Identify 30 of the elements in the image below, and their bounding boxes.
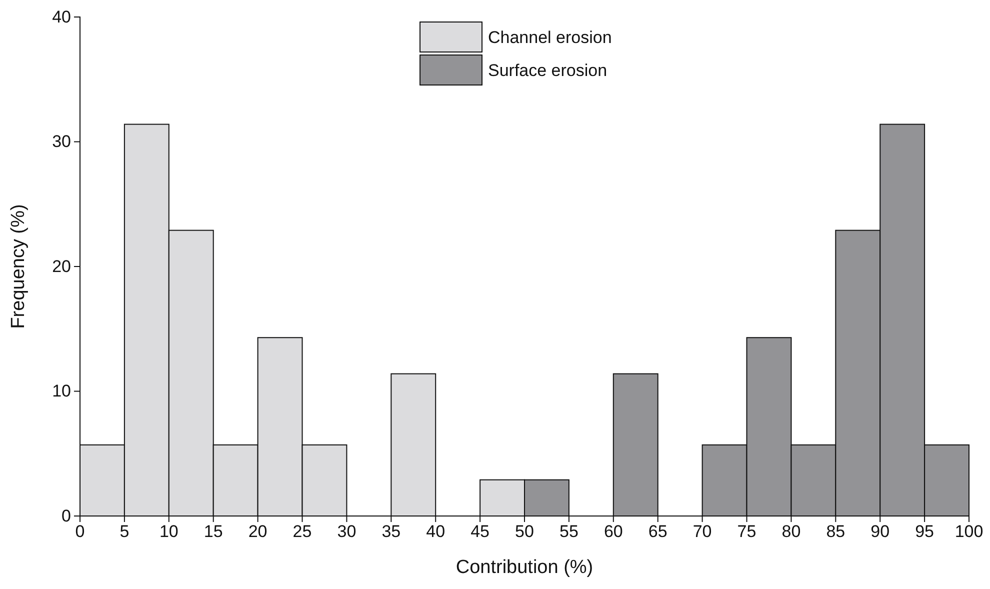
y-axis-title: Frequency (%): [8, 204, 29, 329]
x-tick-label: 30: [337, 522, 356, 542]
x-tick-label: 15: [204, 522, 223, 542]
y-tick-label: 20: [52, 256, 71, 276]
x-tick-label: 20: [248, 522, 268, 542]
legend-label: Channel erosion: [488, 28, 612, 47]
x-tick-label: 90: [870, 522, 890, 542]
y-tick-label: 30: [52, 132, 71, 152]
x-axis-title: Contribution (%): [456, 557, 594, 578]
x-tick-label: 60: [604, 522, 623, 542]
x-tick-label: 55: [559, 522, 578, 542]
x-tick-label: 70: [692, 522, 712, 542]
x-tick-label: 65: [648, 522, 668, 542]
x-tick-label: 50: [515, 522, 534, 542]
legend-label: Surface erosion: [488, 61, 608, 80]
x-tick-label: 100: [954, 522, 984, 542]
x-tick-label: 95: [915, 522, 934, 542]
x-tick-label: 75: [737, 522, 756, 542]
y-tick-label: 40: [52, 7, 71, 26]
y-tick-label: 0: [62, 506, 71, 526]
x-tick-label: 35: [382, 522, 401, 542]
x-tick-label: 80: [782, 522, 801, 542]
y-tick-label: 10: [52, 382, 71, 401]
x-tick-label: 0: [75, 522, 85, 542]
x-tick-label: 45: [470, 522, 490, 542]
x-tick-label: 10: [159, 522, 178, 542]
x-tick-label: 25: [292, 522, 312, 542]
x-tick-label: 85: [826, 522, 846, 542]
x-tick-label: 40: [426, 522, 446, 542]
x-tick-label: 5: [120, 522, 130, 542]
